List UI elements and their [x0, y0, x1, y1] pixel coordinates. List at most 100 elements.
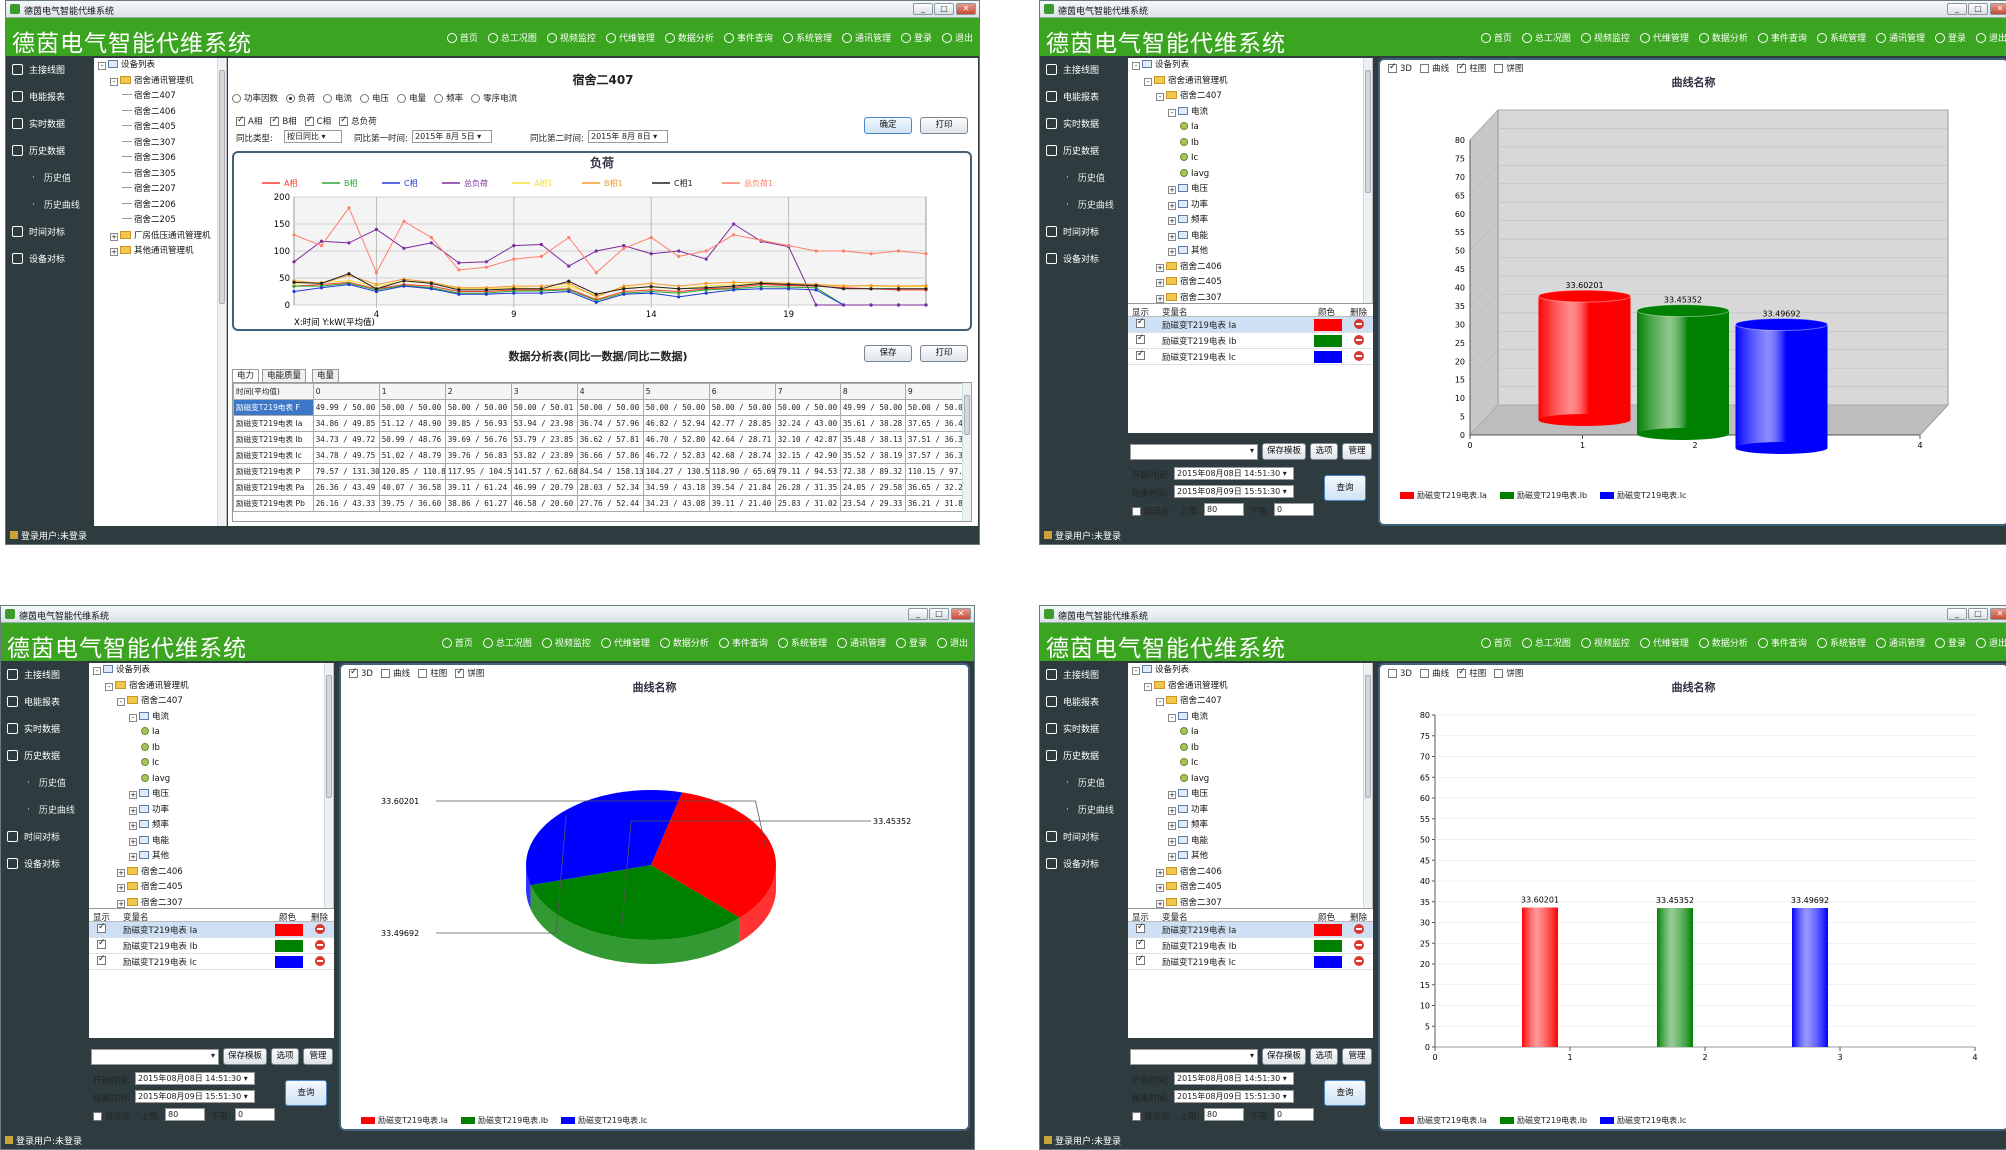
show-checkbox[interactable]	[1136, 333, 1148, 345]
nav-home[interactable]: 首页	[1480, 636, 1512, 649]
nav-exit[interactable]: 退出	[941, 31, 973, 44]
sidebar-item-5[interactable]: 历史曲线	[1040, 796, 1120, 823]
query-button[interactable]: 查询	[1324, 475, 1366, 501]
maximize-button[interactable]: □	[929, 608, 949, 620]
sidebar-item-4[interactable]: 历史值	[6, 164, 86, 191]
collapse-icon[interactable]: -	[105, 682, 113, 691]
sidebar-item-0[interactable]: 主接线图	[6, 56, 86, 83]
check-curve[interactable]: 曲线	[1420, 669, 1449, 679]
color-swatch[interactable]	[1314, 351, 1342, 363]
nav-home[interactable]: 首页	[1480, 31, 1512, 44]
ok-button[interactable]: 确定	[864, 117, 912, 134]
manage-button[interactable]: 管理	[303, 1048, 333, 1065]
collapse-icon[interactable]: -	[1156, 698, 1164, 706]
tab-0[interactable]: 电力	[232, 369, 260, 382]
nav-camera[interactable]: 视频监控	[546, 31, 596, 44]
expand-icon[interactable]: +	[1168, 186, 1176, 194]
expand-icon[interactable]: +	[110, 232, 118, 241]
table-row[interactable]: 励磁变T219电表 Ic 34.78 / 49.75 51.02 / 48.79 39…	[233, 447, 971, 464]
end-time-picker[interactable]: 2015年08月09日 15:51:30 ▾	[1174, 485, 1294, 498]
options-button[interactable]: 选项	[1310, 1048, 1338, 1065]
radio-option[interactable]: 功率因数	[232, 94, 278, 104]
expand-icon[interactable]: +	[1168, 248, 1176, 256]
close-button[interactable]: ✕	[951, 608, 971, 620]
nav-home[interactable]: 首页	[446, 31, 478, 44]
tree-node[interactable]: 宿舍二306	[94, 151, 226, 167]
tree-node[interactable]: 宿舍二407	[94, 89, 226, 105]
expand-icon[interactable]: +	[1156, 279, 1164, 287]
tree-node[interactable]: + 电压	[89, 787, 333, 803]
nav-analysis[interactable]: 数据分析	[1698, 636, 1748, 649]
sidebar-item-3[interactable]: 历史数据	[6, 137, 86, 164]
tree-node[interactable]: Iavg	[89, 772, 333, 788]
nav-wrench[interactable]: 代维管理	[1639, 636, 1689, 649]
nav-login[interactable]: 登录	[1934, 636, 1966, 649]
check-bar[interactable]: 柱图	[1457, 667, 1486, 679]
expand-icon[interactable]: +	[1168, 806, 1176, 815]
sidebar-item-6[interactable]: 时间对标	[1040, 218, 1120, 245]
expand-icon[interactable]: +	[1156, 884, 1164, 892]
sidebar-item-6[interactable]: 时间对标	[6, 218, 86, 245]
collapse-icon[interactable]: -	[98, 62, 106, 70]
check-bar[interactable]: 柱图	[418, 669, 447, 679]
options-button[interactable]: 选项	[1310, 443, 1338, 460]
expand-icon[interactable]: +	[129, 822, 137, 830]
phase-checkbox[interactable]: A相	[236, 115, 262, 127]
save-template-button[interactable]: 保存模板	[1262, 443, 1306, 460]
nav-comm[interactable]: 通讯管理	[1875, 31, 1925, 44]
tree-scrollbar[interactable]	[1363, 58, 1372, 303]
tree-node[interactable]: 宿舍二405	[94, 120, 226, 136]
expand-icon[interactable]: +	[117, 899, 125, 908]
tree-node[interactable]: Ib	[89, 741, 333, 757]
expand-icon[interactable]: +	[1168, 853, 1176, 861]
compare-type-select[interactable]: 按日同比 ▾	[284, 130, 342, 143]
collapse-icon[interactable]: -	[110, 77, 118, 86]
tab-1[interactable]: 电能质量	[262, 369, 307, 382]
close-button[interactable]: ✕	[956, 3, 976, 15]
collapse-icon[interactable]: -	[93, 667, 101, 675]
tree-node[interactable]: + 电压	[1128, 182, 1372, 198]
sidebar-item-3[interactable]: 历史数据	[1, 742, 81, 769]
nav-system[interactable]: 系统管理	[782, 31, 832, 44]
expand-icon[interactable]: +	[1156, 899, 1164, 908]
expand-icon[interactable]: +	[1168, 791, 1176, 799]
expand-icon[interactable]: +	[1156, 868, 1164, 877]
maximize-button[interactable]: □	[1968, 608, 1988, 620]
tree-node[interactable]: + 电能	[89, 834, 333, 850]
lower-input[interactable]: 0	[1274, 503, 1314, 516]
tree-node[interactable]: Ic	[1128, 151, 1372, 167]
tree-node[interactable]: + 宿舍二307	[1128, 291, 1372, 304]
sidebar-item-7[interactable]: 设备对标	[1040, 245, 1120, 272]
tree-node[interactable]: - 电流	[89, 710, 333, 726]
tree-node[interactable]: - 宿舍二407	[89, 694, 333, 710]
phase-checkbox[interactable]: B相	[270, 115, 297, 127]
tree-node[interactable]: + 电能	[1128, 834, 1372, 850]
radio-option[interactable]: 频率	[434, 94, 463, 104]
variable-row[interactable]: 励磁变T219电表 Ia	[1128, 317, 1373, 333]
table-scrollbar[interactable]	[962, 383, 971, 521]
tab-2[interactable]: 电量	[312, 369, 340, 382]
sidebar-item-5[interactable]: 历史曲线	[6, 191, 86, 218]
tree-node[interactable]: + 宿舍二405	[1128, 275, 1372, 291]
template-select[interactable]: ▾	[1130, 444, 1258, 460]
nav-analysis[interactable]: 数据分析	[664, 31, 714, 44]
expand-icon[interactable]: +	[1156, 294, 1164, 303]
adaptive-checkbox[interactable]: 自适应	[1132, 505, 1170, 517]
minimize-button[interactable]: _	[1947, 3, 1967, 15]
tree-scrollbar[interactable]	[324, 663, 333, 908]
tree-node[interactable]: Ia	[1128, 725, 1372, 741]
table-row[interactable]: 励磁变T219电表 F 49.99 / 50.00 50.00 / 50.00 50.…	[233, 399, 971, 416]
color-swatch[interactable]	[275, 956, 303, 968]
tree-node[interactable]: + 电压	[1128, 787, 1372, 803]
show-checkbox[interactable]	[1136, 349, 1148, 361]
nav-analysis[interactable]: 数据分析	[1698, 31, 1748, 44]
color-swatch[interactable]	[1314, 924, 1342, 936]
tree-scrollbar[interactable]	[1363, 663, 1372, 908]
template-select[interactable]: ▾	[91, 1049, 219, 1065]
variable-row[interactable]: 励磁变T219电表 Ib	[1128, 938, 1373, 954]
delete-icon[interactable]	[1354, 956, 1364, 966]
close-button[interactable]: ✕	[1990, 3, 2006, 15]
tree-node[interactable]: + 电能	[1128, 229, 1372, 245]
sidebar-item-0[interactable]: 主接线图	[1040, 56, 1120, 83]
nav-wrench[interactable]: 代维管理	[600, 636, 650, 649]
